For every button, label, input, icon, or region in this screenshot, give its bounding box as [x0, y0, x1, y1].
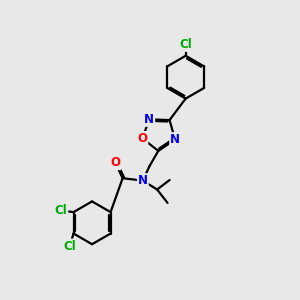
Text: O: O: [110, 156, 120, 169]
Text: Cl: Cl: [64, 239, 76, 253]
Text: Cl: Cl: [55, 204, 68, 217]
Text: N: N: [138, 174, 148, 187]
Text: N: N: [170, 133, 180, 146]
Text: Cl: Cl: [179, 38, 192, 51]
Text: O: O: [137, 132, 147, 145]
Text: N: N: [144, 113, 154, 126]
